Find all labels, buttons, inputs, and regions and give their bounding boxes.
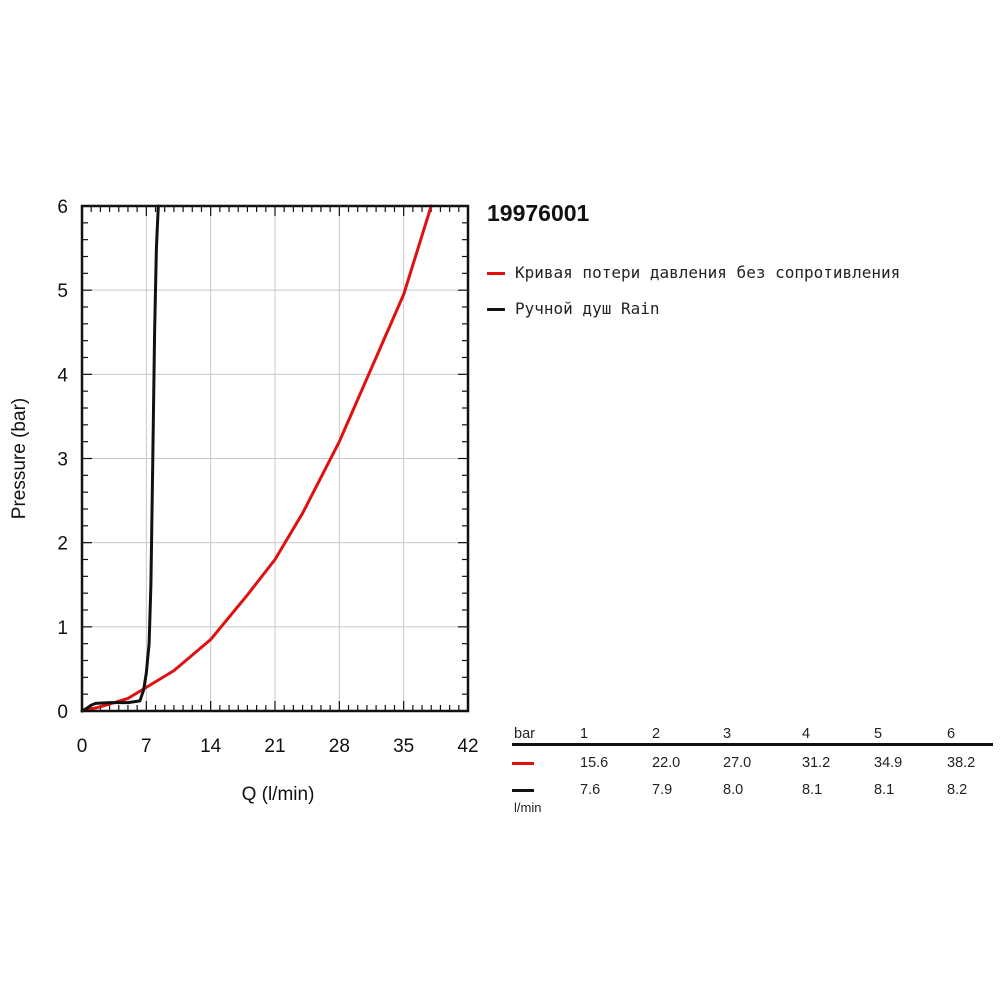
table-header-pressure: 1: [580, 726, 589, 742]
legend-item-red: Кривая потери давления без сопротивления: [487, 262, 907, 284]
legend-swatch-black: [487, 308, 505, 311]
x-tick-label: 0: [77, 736, 88, 757]
y-tick-label: 2: [57, 534, 68, 555]
series-line-red: [80, 204, 433, 713]
table-header-pressure: 5: [874, 726, 883, 742]
legend-item-black: Ручной душ Rain: [487, 298, 907, 320]
y-tick-label: 0: [57, 702, 68, 723]
table-cell: 7.9: [652, 782, 673, 798]
x-tick-label: 35: [393, 736, 414, 757]
table-cell: 38.2: [947, 755, 976, 771]
table-cell: 7.6: [580, 782, 601, 798]
table-cell: 34.9: [874, 755, 903, 771]
table-cell: 22.0: [652, 755, 681, 771]
plot-frame: [80, 204, 470, 713]
table-row-swatch-red: [512, 762, 534, 765]
x-tick-label: 14: [200, 736, 222, 757]
legend-label-black: Ручной душ Rain: [515, 299, 660, 318]
series-line-black: [80, 204, 160, 713]
model-code-title: 19976001: [487, 200, 590, 226]
table-cell: 8.1: [802, 782, 823, 798]
y-axis-title: Pressure (bar): [9, 398, 30, 519]
y-tick-label: 3: [57, 450, 68, 471]
table-row-swatch-black: [512, 789, 534, 792]
table-header-pressure: 6: [947, 726, 956, 742]
table-cell: 8.2: [947, 782, 968, 798]
x-tick-label: 21: [264, 736, 285, 757]
table-cell: 27.0: [723, 755, 752, 771]
table-header-pressure: 3: [723, 726, 732, 742]
flow-rate-table: bar 1 2 3 4 5 6 15.6 22.0 27.0 31.2 34.9…: [512, 726, 994, 821]
y-tick-label: 1: [57, 618, 68, 639]
y-tick-label: 5: [57, 281, 68, 302]
y-tick-label: 6: [57, 197, 68, 218]
table-header-unit: bar: [514, 726, 535, 742]
table-cell: 31.2: [802, 755, 831, 771]
legend-label-red: Кривая потери давления без сопротивления: [515, 263, 901, 282]
x-tick-label: 42: [457, 736, 478, 757]
table-header-pressure: 2: [652, 726, 661, 742]
x-tick-label: 28: [329, 736, 350, 757]
table-header-rule: [512, 743, 993, 746]
table-cell: 15.6: [580, 755, 609, 771]
legend-swatch-red: [487, 272, 505, 275]
x-tick-label: 7: [141, 736, 152, 757]
table-cell: 8.0: [723, 782, 744, 798]
table-header-pressure: 4: [802, 726, 811, 742]
table-flow-unit: l/min: [514, 800, 542, 815]
x-axis-title: Q (l/min): [242, 784, 315, 805]
table-cell: 8.1: [874, 782, 895, 798]
y-tick-label: 4: [57, 365, 68, 386]
legend: Кривая потери давления без сопротивления…: [487, 262, 907, 334]
